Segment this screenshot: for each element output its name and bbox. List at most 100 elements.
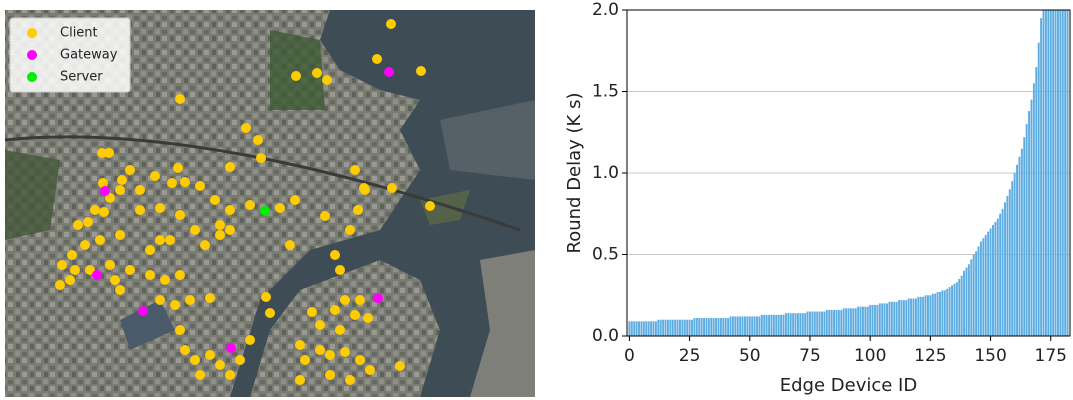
point [245,335,255,345]
point [335,265,345,275]
bar [898,300,901,336]
point [335,325,345,335]
point [150,171,160,181]
point [363,313,373,323]
point [360,185,370,195]
bar [801,313,804,336]
point [256,153,266,163]
point [372,54,382,64]
x-tick-label: 100 [854,346,886,366]
bar [1004,202,1006,336]
bar [970,259,973,336]
point [235,355,245,365]
bar [902,300,905,336]
bar [818,311,821,336]
y-tick-label: 1.0 [592,163,619,183]
bar [657,319,660,336]
point [125,165,135,175]
point [180,177,190,187]
bar [999,213,1002,336]
bar [731,316,734,336]
bar [1049,10,1052,336]
point [215,230,225,240]
bar [946,288,949,336]
bar [686,319,689,336]
bar [929,295,932,336]
point [145,270,155,280]
point [92,270,102,280]
point [135,205,145,215]
point [340,295,350,305]
bar [931,293,934,336]
point [395,361,405,371]
bar [722,318,725,336]
point [83,217,93,227]
bar [792,313,795,336]
bar [640,321,643,336]
point [261,292,271,302]
bar [919,296,922,336]
point [345,225,355,235]
legend-label: Gateway [60,48,118,63]
point [73,220,83,230]
point [225,162,235,172]
bar [724,318,727,336]
bar [960,275,963,336]
bar [809,311,811,336]
point [355,355,365,365]
bar [912,298,915,336]
bar [679,319,681,336]
bar [691,319,693,336]
y-tick-label: 2.0 [592,0,619,20]
bar [1013,173,1016,336]
point [225,205,235,215]
bar [816,311,819,336]
bar [972,254,975,336]
bar [965,267,968,336]
point [345,375,355,385]
bar [924,295,927,336]
bar [748,316,751,336]
bar [849,308,852,336]
point [115,185,125,195]
point [205,293,215,303]
point [210,195,220,205]
point [350,165,360,175]
bar [635,321,638,336]
bar [963,270,966,336]
point [175,210,185,220]
bar [943,290,946,336]
point [275,203,285,213]
x-tick-label: 175 [1035,346,1067,366]
bar [782,314,785,336]
bar [712,318,715,336]
point [215,360,225,370]
bar [871,305,874,336]
point [290,195,300,205]
bar [996,218,999,336]
bar [789,313,792,336]
bar [926,295,929,336]
bar [638,321,641,336]
bar [1066,10,1069,336]
bar [864,306,867,336]
bar [1011,181,1014,336]
point [325,350,335,360]
bar [700,318,703,336]
point [253,135,263,145]
bar [811,311,814,336]
bar [703,318,706,336]
bar [982,238,985,336]
bar [914,298,917,336]
bar [847,308,850,336]
bar [659,319,662,336]
bar [1025,124,1028,336]
bar [977,246,980,336]
y-tick-label: 0.0 [592,326,619,346]
point [104,148,114,158]
x-tick-label: 0 [624,346,635,366]
point [365,365,375,375]
bar [975,251,978,336]
bar [796,313,799,336]
